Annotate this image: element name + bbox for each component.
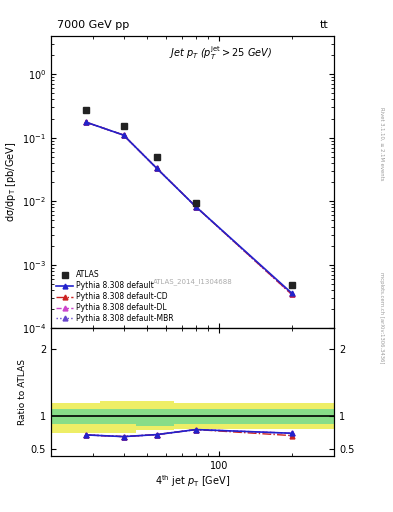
Text: Jet $p_T$ ($p_T^{\rm jet}>25$ GeV): Jet $p_T$ ($p_T^{\rm jet}>25$ GeV) <box>169 45 272 62</box>
Legend: ATLAS, Pythia 8.308 default, Pythia 8.308 default-CD, Pythia 8.308 default-DL, P: ATLAS, Pythia 8.308 default, Pythia 8.30… <box>55 269 175 325</box>
Text: mcplots.cern.ch [arXiv:1306.3436]: mcplots.cern.ch [arXiv:1306.3436] <box>379 272 384 363</box>
Pythia 8.308 default-CD <box>194 204 198 210</box>
Y-axis label: dσ/dp$_{\rm T}$ [pb/GeV]: dσ/dp$_{\rm T}$ [pb/GeV] <box>4 142 18 222</box>
Line: ATLAS: ATLAS <box>83 107 295 289</box>
Pythia 8.308 default <box>194 204 198 210</box>
Text: 7000 GeV pp: 7000 GeV pp <box>57 20 129 30</box>
Pythia 8.308 default-MBR <box>84 119 88 125</box>
Pythia 8.308 default-CD <box>154 165 159 172</box>
Line: Pythia 8.308 default-MBR: Pythia 8.308 default-MBR <box>84 120 294 296</box>
Line: Pythia 8.308 default-CD: Pythia 8.308 default-CD <box>84 120 294 296</box>
Pythia 8.308 default <box>84 119 88 125</box>
ATLAS <box>154 154 159 160</box>
ATLAS <box>84 107 88 113</box>
Pythia 8.308 default-DL <box>194 204 198 210</box>
Y-axis label: Ratio to ATLAS: Ratio to ATLAS <box>18 359 27 425</box>
Pythia 8.308 default-DL <box>121 132 126 138</box>
Pythia 8.308 default-DL <box>289 291 294 297</box>
Text: ATLAS_2014_I1304688: ATLAS_2014_I1304688 <box>153 278 232 285</box>
Line: Pythia 8.308 default: Pythia 8.308 default <box>84 120 294 295</box>
Pythia 8.308 default <box>289 290 294 296</box>
Pythia 8.308 default-MBR <box>289 291 294 297</box>
Pythia 8.308 default-DL <box>84 119 88 125</box>
X-axis label: 4$^{\rm th}$ jet $p_{\rm T}$ [GeV]: 4$^{\rm th}$ jet $p_{\rm T}$ [GeV] <box>155 473 230 489</box>
Pythia 8.308 default <box>121 132 126 138</box>
Pythia 8.308 default-MBR <box>121 132 126 138</box>
Pythia 8.308 default-CD <box>289 291 294 297</box>
Pythia 8.308 default-MBR <box>154 165 159 172</box>
ATLAS <box>121 122 126 129</box>
Line: Pythia 8.308 default-DL: Pythia 8.308 default-DL <box>84 120 294 296</box>
Pythia 8.308 default-CD <box>121 132 126 138</box>
Text: Rivet 3.1.10, ≥ 2.1M events: Rivet 3.1.10, ≥ 2.1M events <box>379 106 384 180</box>
Pythia 8.308 default-MBR <box>194 204 198 210</box>
ATLAS <box>194 200 198 206</box>
ATLAS <box>289 282 294 288</box>
Pythia 8.308 default-DL <box>154 165 159 172</box>
Pythia 8.308 default <box>154 165 159 172</box>
Text: tt: tt <box>320 20 329 30</box>
Pythia 8.308 default-CD <box>84 119 88 125</box>
